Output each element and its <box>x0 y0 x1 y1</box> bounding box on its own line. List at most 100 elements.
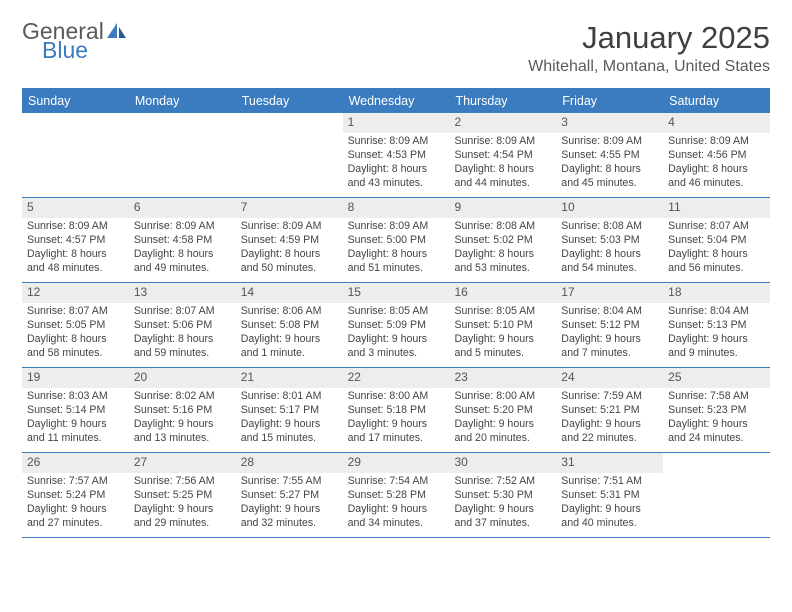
day-detail-line: Daylight: 9 hours <box>27 418 124 432</box>
calendar-week: 12Sunrise: 8:07 AMSunset: 5:05 PMDayligh… <box>22 283 770 368</box>
page-header: General Blue January 2025 Whitehall, Mon… <box>22 20 770 76</box>
calendar-cell: 25Sunrise: 7:58 AMSunset: 5:23 PMDayligh… <box>663 368 770 452</box>
day-number: 12 <box>22 283 129 303</box>
calendar-cell: 8Sunrise: 8:09 AMSunset: 5:00 PMDaylight… <box>343 198 450 282</box>
day-number: 28 <box>236 453 343 473</box>
calendar-cell: 20Sunrise: 8:02 AMSunset: 5:16 PMDayligh… <box>129 368 236 452</box>
day-detail-line: Daylight: 9 hours <box>454 418 551 432</box>
calendar-cell: 27Sunrise: 7:56 AMSunset: 5:25 PMDayligh… <box>129 453 236 537</box>
calendar-week: 1Sunrise: 8:09 AMSunset: 4:53 PMDaylight… <box>22 113 770 198</box>
calendar-cell: 19Sunrise: 8:03 AMSunset: 5:14 PMDayligh… <box>22 368 129 452</box>
day-header: Sunday <box>22 90 129 113</box>
day-detail-line: Sunset: 5:20 PM <box>454 404 551 418</box>
day-detail-line: Sunset: 5:13 PM <box>668 319 765 333</box>
day-detail-line: and 54 minutes. <box>561 262 658 276</box>
day-detail-line: and 3 minutes. <box>348 347 445 361</box>
day-detail-line: Daylight: 9 hours <box>241 503 338 517</box>
day-detail-line: Sunrise: 8:09 AM <box>134 220 231 234</box>
day-number: 26 <box>22 453 129 473</box>
day-number: 29 <box>343 453 450 473</box>
calendar-cell: 29Sunrise: 7:54 AMSunset: 5:28 PMDayligh… <box>343 453 450 537</box>
day-detail-line: and 5 minutes. <box>454 347 551 361</box>
day-detail-line: and 43 minutes. <box>348 177 445 191</box>
day-detail-line: Sunrise: 8:09 AM <box>348 135 445 149</box>
day-detail: Sunrise: 8:00 AMSunset: 5:18 PMDaylight:… <box>343 390 450 450</box>
day-detail-line: Sunset: 5:12 PM <box>561 319 658 333</box>
day-detail: Sunrise: 8:05 AMSunset: 5:10 PMDaylight:… <box>449 305 556 365</box>
day-detail-line: Sunset: 5:08 PM <box>241 319 338 333</box>
day-detail-line: Sunset: 5:05 PM <box>27 319 124 333</box>
day-number: 13 <box>129 283 236 303</box>
day-detail: Sunrise: 8:09 AMSunset: 5:00 PMDaylight:… <box>343 220 450 280</box>
day-detail: Sunrise: 8:07 AMSunset: 5:05 PMDaylight:… <box>22 305 129 365</box>
day-detail: Sunrise: 8:09 AMSunset: 4:58 PMDaylight:… <box>129 220 236 280</box>
day-detail-line: Daylight: 8 hours <box>668 248 765 262</box>
calendar-cell: 7Sunrise: 8:09 AMSunset: 4:59 PMDaylight… <box>236 198 343 282</box>
day-detail-line: Sunset: 5:27 PM <box>241 489 338 503</box>
day-detail-line: and 24 minutes. <box>668 432 765 446</box>
calendar-cell: 16Sunrise: 8:05 AMSunset: 5:10 PMDayligh… <box>449 283 556 367</box>
day-detail-line: and 17 minutes. <box>348 432 445 446</box>
day-header-row: Sunday Monday Tuesday Wednesday Thursday… <box>22 90 770 113</box>
day-detail: Sunrise: 8:07 AMSunset: 5:06 PMDaylight:… <box>129 305 236 365</box>
day-detail-line: Sunset: 5:10 PM <box>454 319 551 333</box>
day-detail-line: and 49 minutes. <box>134 262 231 276</box>
calendar-cell: 12Sunrise: 8:07 AMSunset: 5:05 PMDayligh… <box>22 283 129 367</box>
day-detail-line: Sunrise: 7:54 AM <box>348 475 445 489</box>
calendar-cell: 26Sunrise: 7:57 AMSunset: 5:24 PMDayligh… <box>22 453 129 537</box>
day-detail-line: and 9 minutes. <box>668 347 765 361</box>
day-number: 5 <box>22 198 129 218</box>
day-detail-line: Sunrise: 7:57 AM <box>27 475 124 489</box>
day-number: 11 <box>663 198 770 218</box>
day-detail-line: Sunset: 5:02 PM <box>454 234 551 248</box>
day-detail-line: Daylight: 8 hours <box>454 163 551 177</box>
day-detail-line: Daylight: 8 hours <box>27 248 124 262</box>
day-detail-line: and 53 minutes. <box>454 262 551 276</box>
day-detail <box>663 475 770 479</box>
day-detail-line: Sunrise: 8:01 AM <box>241 390 338 404</box>
day-detail-line: Sunrise: 8:09 AM <box>454 135 551 149</box>
day-detail-line: and 34 minutes. <box>348 517 445 531</box>
month-title: January 2025 <box>528 20 770 56</box>
calendar-cell <box>22 113 129 197</box>
day-header: Monday <box>129 90 236 113</box>
day-detail: Sunrise: 7:54 AMSunset: 5:28 PMDaylight:… <box>343 475 450 535</box>
day-detail-line: Sunset: 4:53 PM <box>348 149 445 163</box>
day-detail-line: Daylight: 8 hours <box>561 248 658 262</box>
day-number: 3 <box>556 113 663 133</box>
day-detail-line: Sunrise: 8:09 AM <box>561 135 658 149</box>
day-detail-line: Sunrise: 8:07 AM <box>668 220 765 234</box>
day-detail: Sunrise: 7:59 AMSunset: 5:21 PMDaylight:… <box>556 390 663 450</box>
calendar-cell: 6Sunrise: 8:09 AMSunset: 4:58 PMDaylight… <box>129 198 236 282</box>
day-detail-line: Sunrise: 8:05 AM <box>454 305 551 319</box>
day-detail-line: Daylight: 8 hours <box>134 248 231 262</box>
day-detail-line: and 56 minutes. <box>668 262 765 276</box>
day-detail: Sunrise: 8:05 AMSunset: 5:09 PMDaylight:… <box>343 305 450 365</box>
day-number: 17 <box>556 283 663 303</box>
day-detail-line: Sunrise: 8:09 AM <box>348 220 445 234</box>
day-detail-line: Sunset: 5:14 PM <box>27 404 124 418</box>
day-detail-line: Daylight: 9 hours <box>241 418 338 432</box>
calendar-cell <box>236 113 343 197</box>
day-detail-line: Daylight: 9 hours <box>348 503 445 517</box>
day-detail-line: Sunrise: 7:58 AM <box>668 390 765 404</box>
brand-word-2: Blue <box>22 39 128 62</box>
day-detail: Sunrise: 8:09 AMSunset: 4:53 PMDaylight:… <box>343 135 450 195</box>
day-detail-line: Sunset: 5:21 PM <box>561 404 658 418</box>
day-detail-line: Daylight: 9 hours <box>454 333 551 347</box>
day-number: 8 <box>343 198 450 218</box>
day-detail-line: Daylight: 8 hours <box>241 248 338 262</box>
day-detail: Sunrise: 7:57 AMSunset: 5:24 PMDaylight:… <box>22 475 129 535</box>
calendar-cell: 9Sunrise: 8:08 AMSunset: 5:02 PMDaylight… <box>449 198 556 282</box>
day-detail-line: Sunset: 5:09 PM <box>348 319 445 333</box>
calendar-cell: 11Sunrise: 8:07 AMSunset: 5:04 PMDayligh… <box>663 198 770 282</box>
title-block: January 2025 Whitehall, Montana, United … <box>528 20 770 76</box>
day-detail-line: and 1 minute. <box>241 347 338 361</box>
day-number: 22 <box>343 368 450 388</box>
day-detail-line: Daylight: 8 hours <box>348 248 445 262</box>
day-detail-line: Daylight: 9 hours <box>454 503 551 517</box>
calendar-cell: 13Sunrise: 8:07 AMSunset: 5:06 PMDayligh… <box>129 283 236 367</box>
day-detail: Sunrise: 8:08 AMSunset: 5:02 PMDaylight:… <box>449 220 556 280</box>
day-number: 27 <box>129 453 236 473</box>
day-detail: Sunrise: 7:56 AMSunset: 5:25 PMDaylight:… <box>129 475 236 535</box>
